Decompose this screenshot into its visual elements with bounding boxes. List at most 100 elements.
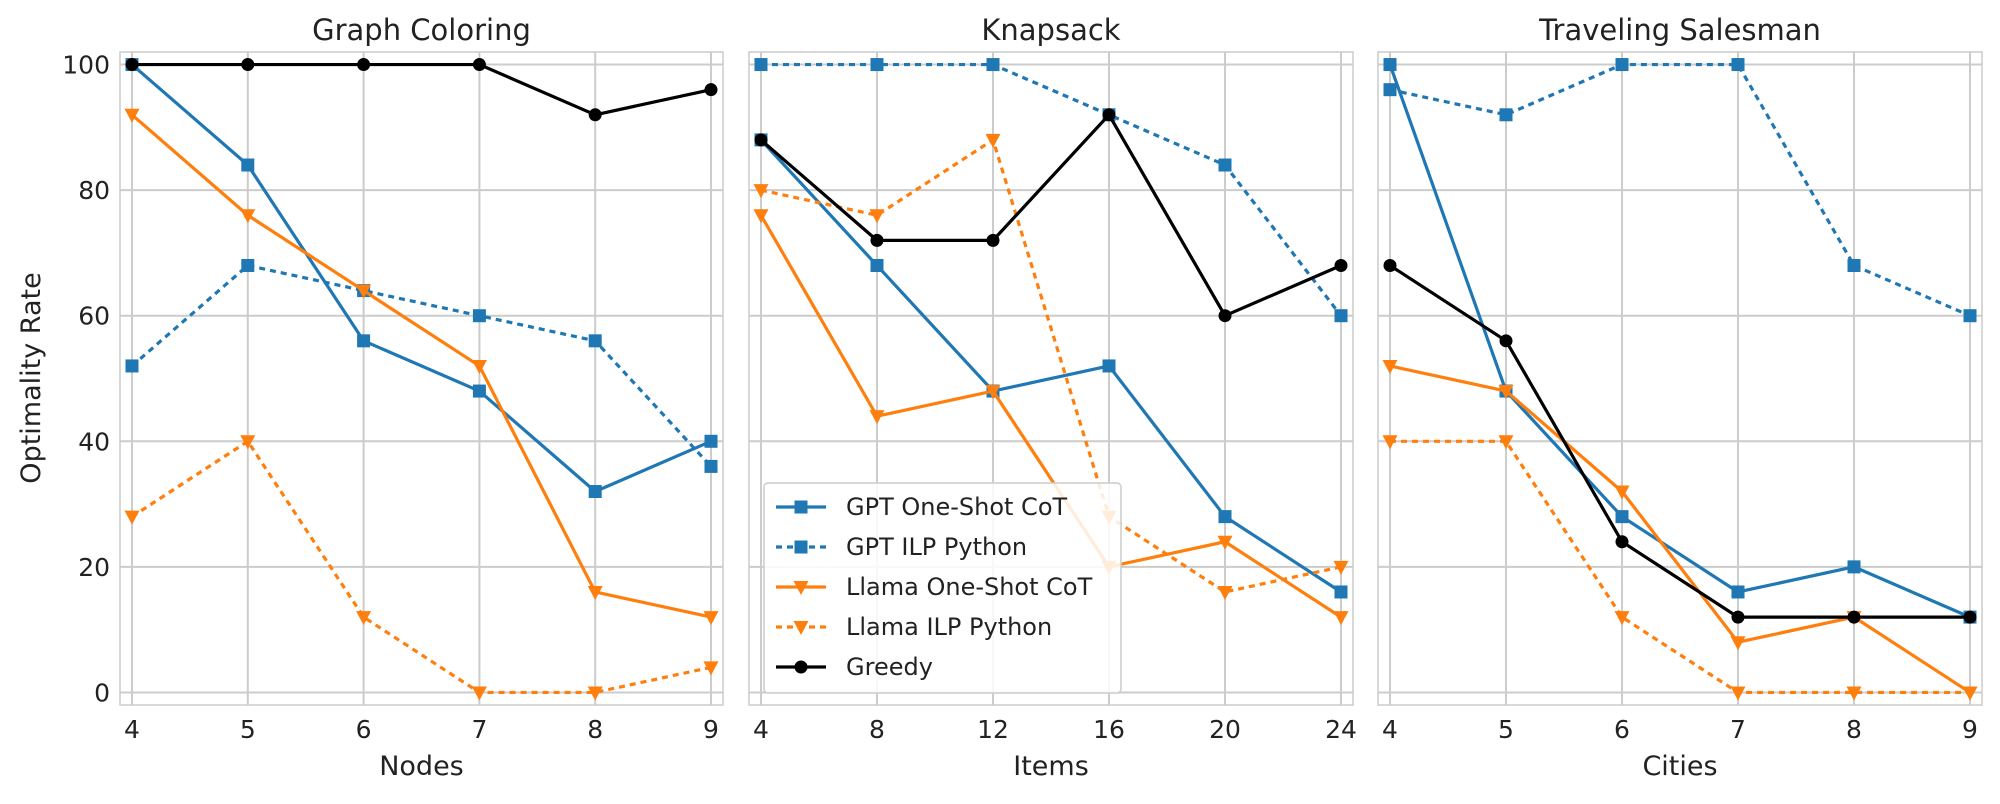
data-point — [753, 184, 769, 199]
data-point — [870, 58, 884, 72]
legend-frame — [763, 482, 1122, 694]
data-point — [1731, 610, 1745, 624]
data-point — [240, 209, 256, 224]
data-point — [703, 661, 719, 676]
data-point — [124, 108, 140, 123]
panel-graph-coloring: 0 20 40 60 80 100 4 5 6 7 8 9 Graph Coloring Nodes — [62, 13, 724, 782]
x-tick-label: 6 — [1614, 715, 1630, 744]
x-tick-label: 7 — [471, 715, 487, 744]
data-point — [1382, 359, 1398, 374]
data-point — [240, 435, 256, 450]
data-point — [986, 58, 1000, 72]
data-point — [1498, 385, 1514, 400]
series-line — [1389, 364, 1971, 694]
legend-label: GPT ILP Python — [846, 533, 1027, 561]
y-tick-label: 100 — [62, 51, 110, 80]
data-point — [356, 284, 372, 299]
data-point — [869, 410, 885, 425]
data-point — [356, 611, 372, 626]
x-tick-label: 5 — [240, 715, 256, 744]
data-point — [125, 359, 139, 373]
x-tick-label: 20 — [1209, 715, 1241, 744]
data-point — [1963, 610, 1977, 624]
panel-title: Graph Coloring — [312, 13, 531, 47]
legend-item-gpt-ilp-python: GPT ILP Python — [776, 533, 1027, 561]
x-axis-label: Items — [1013, 751, 1089, 782]
data-point — [753, 209, 769, 224]
data-point — [241, 158, 255, 172]
series-line — [759, 138, 1342, 594]
data-point — [704, 83, 718, 97]
data-point — [1962, 686, 1978, 701]
data-point — [1383, 258, 1397, 272]
series-greedy — [1383, 258, 1977, 624]
x-tick-label: 9 — [1962, 715, 1978, 744]
data-point — [1218, 510, 1232, 524]
panel-title: Traveling Salesman — [1538, 13, 1821, 47]
data-point — [1217, 535, 1233, 550]
legend-item-llama-ilp-python: Llama ILP Python — [776, 613, 1052, 641]
plot-frame — [1377, 51, 1983, 706]
data-point — [704, 459, 718, 473]
data-point — [588, 108, 602, 122]
legend-label: Llama One-Shot CoT — [846, 573, 1093, 601]
data-point — [1614, 611, 1630, 626]
data-point — [1615, 58, 1629, 72]
x-tick-label: 7 — [1730, 715, 1746, 744]
series-greedy — [754, 108, 1348, 323]
x-tick-label: 8 — [1846, 715, 1862, 744]
series-line — [759, 214, 1342, 619]
data-point — [1615, 510, 1629, 524]
legend-item-gpt-one-shot-cot: GPT One-Shot CoT — [776, 493, 1067, 521]
data-point — [1334, 585, 1348, 599]
series-line — [131, 439, 712, 695]
data-point — [1218, 309, 1232, 323]
data-point — [124, 510, 140, 525]
data-point — [588, 334, 602, 348]
series-line — [130, 263, 713, 468]
data-point — [472, 309, 486, 323]
data-point — [1383, 58, 1397, 72]
series-gpt-ilp-python — [125, 258, 718, 473]
series-line — [130, 63, 712, 494]
data-point — [1102, 108, 1116, 122]
y-tick-label: 0 — [94, 678, 110, 707]
data-point — [1333, 560, 1349, 575]
data-point — [870, 233, 884, 247]
x-tick-label: 4 — [1382, 715, 1398, 744]
legend-item-greedy: Greedy — [776, 653, 933, 681]
data-point — [588, 485, 602, 499]
data-point — [241, 258, 255, 272]
plot-frame — [119, 51, 724, 706]
legend-marker — [794, 500, 808, 514]
data-point — [704, 434, 718, 448]
x-tick-label: 8 — [587, 715, 603, 744]
legend-item-llama-one-shot-cot: Llama One-Shot CoT — [776, 573, 1093, 601]
x-tick-label: 5 — [1498, 715, 1514, 744]
x-axis-label: Cities — [1642, 751, 1717, 782]
data-point — [1615, 535, 1629, 549]
data-point — [985, 133, 1001, 148]
data-point — [1383, 83, 1397, 97]
data-point — [1334, 309, 1348, 323]
series-llama-one-shot-cot — [124, 108, 719, 626]
data-point — [1499, 334, 1513, 348]
series-llama-ilp-python — [124, 435, 719, 701]
data-point — [870, 258, 884, 272]
data-point — [1334, 258, 1348, 272]
y-tick-label: 40 — [78, 427, 110, 456]
data-point — [754, 133, 768, 147]
series-gpt-ilp-python — [1383, 58, 1977, 323]
y-tick-label: 60 — [78, 302, 110, 331]
x-tick-label: 8 — [869, 715, 885, 744]
data-point — [357, 334, 371, 348]
data-point — [587, 686, 603, 701]
data-point — [472, 58, 486, 72]
legend-label: GPT One-Shot CoT — [846, 493, 1067, 521]
data-point — [869, 209, 885, 224]
x-tick-label: 24 — [1325, 715, 1357, 744]
series-line — [130, 113, 712, 619]
